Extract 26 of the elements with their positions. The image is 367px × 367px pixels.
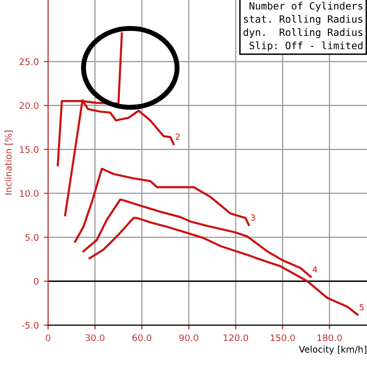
annotation: stat. Rolling Radius xyxy=(244,15,362,25)
series-label: 3 xyxy=(251,214,256,221)
y-tick-label: 5.0 xyxy=(25,234,38,241)
x-tick-label: 30.0 xyxy=(86,334,104,342)
y-tick-label: 25.0 xyxy=(20,58,38,66)
x-tick-label: 120.0 xyxy=(224,334,248,342)
series-label: 2 xyxy=(176,134,180,140)
annotation: Number of Cylinders xyxy=(250,2,362,12)
y-tick-label: 15.0 xyxy=(20,146,38,153)
y-axis-title: Inclination [%] xyxy=(4,130,13,194)
y-tick-label: 10.0 xyxy=(20,190,38,197)
x-tick-label: 180.0 xyxy=(318,334,342,342)
series-label: 4 xyxy=(312,266,318,272)
y-tick-label: 20.0 xyxy=(20,102,38,110)
y-tick-label: -5.0 xyxy=(22,322,38,329)
x-tick-label: 90.0 xyxy=(179,334,198,342)
x-tick-label: 150.0 xyxy=(270,334,295,342)
x-tick-label: 60.0 xyxy=(132,334,152,342)
line-series xyxy=(82,198,312,278)
annotation: Slip: Off - limited xyxy=(250,41,362,52)
x-axis-title: Velocity [km/h] xyxy=(298,346,366,354)
x-tick-label: 0 xyxy=(46,334,50,342)
line-series xyxy=(74,168,250,243)
y-tick-label: 0 xyxy=(34,278,38,285)
annotation: dyn. Rolling Radius xyxy=(244,28,362,38)
series-label: 5 xyxy=(360,304,364,310)
